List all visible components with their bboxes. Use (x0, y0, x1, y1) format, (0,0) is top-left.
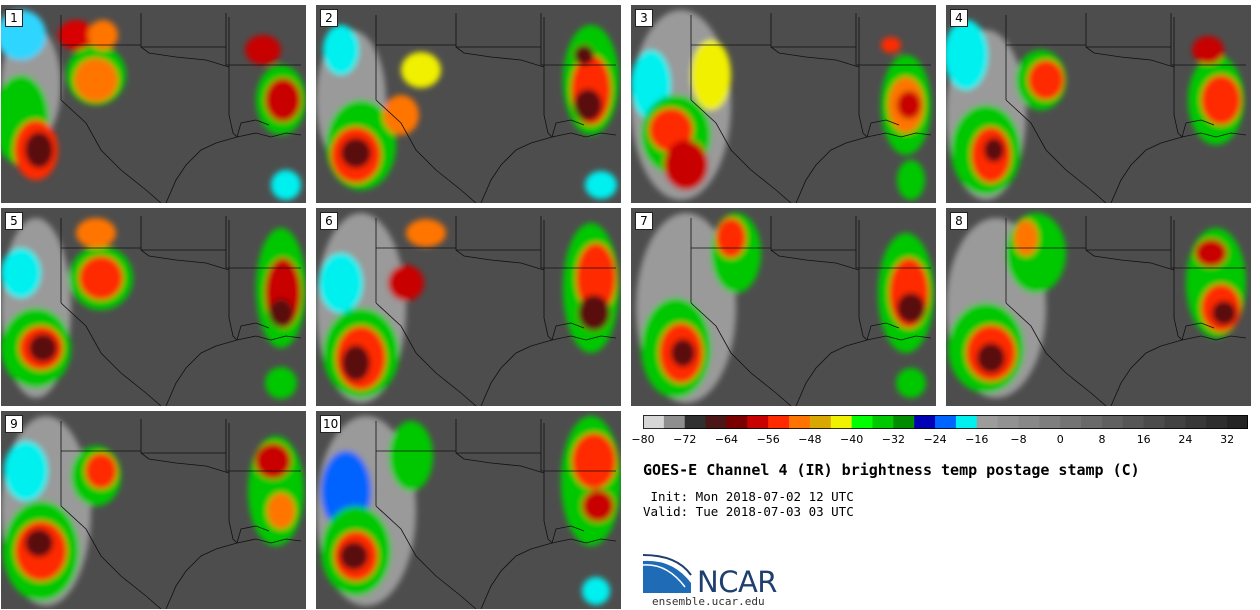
ensemble-panel-10: 10 (316, 411, 621, 609)
colorbar-swatch (914, 415, 936, 429)
colorbar-swatch (747, 415, 769, 429)
colorbar-swatch (997, 415, 1020, 429)
colorbar-tick-label: −80 (631, 433, 655, 446)
colorbar-swatch (1185, 415, 1207, 429)
colorbar-tick-label: −40 (840, 433, 864, 446)
ir-map-3 (631, 5, 936, 203)
colorbar-swatch (1227, 415, 1248, 429)
colorbar-swatch (976, 415, 999, 429)
colorbar-swatch (1101, 415, 1124, 429)
ir-map-6 (316, 208, 621, 406)
ncar-wordmark: NCAR (697, 565, 777, 599)
colorbar (643, 415, 1248, 429)
colorbar-swatch (789, 415, 811, 429)
colorbar-swatch (809, 415, 832, 429)
colorbar-border (643, 415, 1248, 429)
valid-time: Valid: Tue 2018-07-03 03 UTC (643, 504, 854, 519)
ensemble-panel-4: 4 (946, 5, 1251, 203)
ensemble-panel-2: 2 (316, 5, 621, 203)
figure-title: GOES-E Channel 4 (IR) brightness temp po… (643, 461, 1140, 479)
colorbar-tick-label: −56 (756, 433, 780, 446)
colorbar-swatch (955, 415, 978, 429)
ensemble-panel-5: 5 (1, 208, 306, 406)
colorbar-swatch (1060, 415, 1082, 429)
colorbar-swatch (768, 415, 790, 429)
colorbar-tick-label: −64 (714, 433, 739, 446)
colorbar-tick-label: −16 (965, 433, 989, 446)
panel-label: 7 (635, 212, 653, 230)
ensemble-panel-9: 9 (1, 411, 306, 609)
panel-label: 3 (635, 9, 653, 27)
panel-label: 2 (320, 9, 338, 27)
ensemble-panel-3: 3 (631, 5, 936, 203)
colorbar-tick-label: 8 (1098, 433, 1106, 446)
colorbar-swatch (663, 415, 686, 429)
colorbar-swatch (1039, 415, 1061, 429)
init-time: Init: Mon 2018-07-02 12 UTC (643, 489, 854, 504)
colorbar-swatch (1164, 415, 1186, 429)
colorbar-swatch (726, 415, 748, 429)
colorbar-tick-label: 24 (1178, 433, 1193, 446)
colorbar-tick-label: −48 (798, 433, 822, 446)
ir-map-10 (316, 411, 621, 609)
colorbar-tick-label: −8 (1010, 433, 1027, 446)
colorbar-swatch (684, 415, 707, 429)
colorbar-tick-label: 0 (1056, 433, 1064, 446)
colorbar-tick-label: −72 (673, 433, 697, 446)
panel-label: 5 (5, 212, 23, 230)
colorbar-swatch (893, 415, 915, 429)
colorbar-swatch (1018, 415, 1040, 429)
panel-label: 9 (5, 415, 23, 433)
colorbar-swatch (1081, 415, 1103, 429)
ir-map-4 (946, 5, 1251, 203)
panel-label: 10 (320, 415, 342, 433)
ir-map-7 (631, 208, 936, 406)
colorbar-swatch (643, 415, 665, 429)
colorbar-tick-label: −24 (923, 433, 947, 446)
colorbar-swatch (1143, 415, 1166, 429)
colorbar-tick-label: 32 (1220, 433, 1235, 446)
ensemble-panel-1: 1 (1, 5, 306, 203)
colorbar-swatch (705, 415, 727, 429)
ensemble-panel-6: 6 (316, 208, 621, 406)
colorbar-tick-label: 16 (1136, 433, 1151, 446)
ir-map-9 (1, 411, 306, 609)
colorbar-swatch (830, 415, 853, 429)
panel-label: 6 (320, 212, 338, 230)
panel-label: 4 (950, 9, 968, 27)
ensemble-panel-7: 7 (631, 208, 936, 406)
colorbar-swatch (872, 415, 894, 429)
ncar-logo (643, 554, 692, 593)
ir-map-8 (946, 208, 1251, 406)
colorbar-swatch (1206, 415, 1228, 429)
colorbar-swatch (935, 415, 957, 429)
ir-map-2 (316, 5, 621, 203)
ensemble-panel-8: 8 (946, 208, 1251, 406)
panel-label: 8 (950, 212, 968, 230)
website-url: ensemble.ucar.edu (652, 595, 765, 608)
panel-label: 1 (5, 9, 23, 27)
ir-map-1 (1, 5, 306, 203)
colorbar-swatch (1122, 415, 1145, 429)
ir-map-5 (1, 208, 306, 406)
colorbar-swatch (851, 415, 873, 429)
colorbar-tick-label: −32 (881, 433, 905, 446)
